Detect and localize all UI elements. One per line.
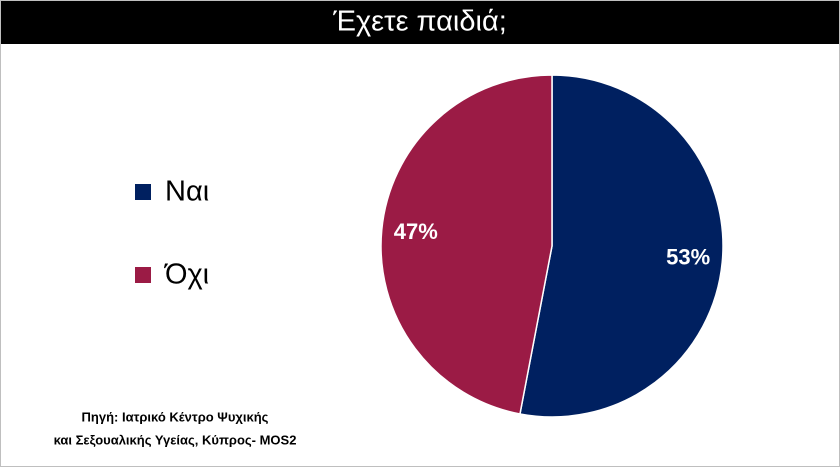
legend-label: Ναι [165, 176, 209, 208]
pie-slice [380, 74, 553, 415]
legend-label: Όχι [164, 259, 209, 291]
chart-title: Έχετε παιδιά; [332, 6, 507, 38]
source-note: και Σεξουαλικής Υγείας, Κύπρος- MOS2 [54, 432, 297, 447]
source-note: Πηγή: Ιατρικό Κέντρο Ψυχικής [82, 409, 269, 424]
legend-swatch [135, 267, 151, 283]
title-bar [1, 1, 839, 44]
value-label: 53% [666, 245, 710, 270]
value-label: 47% [394, 219, 438, 244]
legend-swatch [135, 184, 151, 200]
pie-slice [519, 74, 724, 418]
